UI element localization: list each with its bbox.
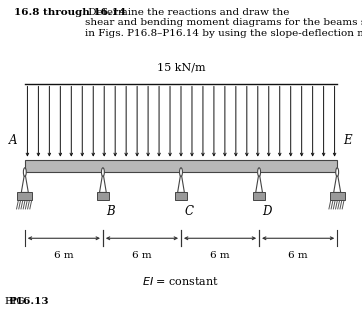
Text: 15 kN/m: 15 kN/m: [157, 63, 205, 73]
Text: 6 m: 6 m: [132, 251, 152, 260]
Text: 16.8 through 16.14: 16.8 through 16.14: [14, 8, 126, 17]
Polygon shape: [21, 172, 28, 192]
Text: 6 m: 6 m: [54, 251, 74, 260]
Circle shape: [336, 168, 338, 176]
FancyBboxPatch shape: [17, 192, 32, 200]
Polygon shape: [256, 172, 262, 192]
Text: E: E: [343, 134, 352, 147]
Text: A: A: [9, 134, 18, 147]
Polygon shape: [334, 172, 341, 192]
Text: $EI$ = constant: $EI$ = constant: [142, 276, 220, 288]
Text: Determine the reactions and draw the
shear and bending moment diagrams for the b: Determine the reactions and draw the she…: [85, 8, 362, 38]
Polygon shape: [100, 172, 106, 192]
Text: 6 m: 6 m: [210, 251, 230, 260]
Circle shape: [24, 168, 26, 176]
FancyBboxPatch shape: [97, 192, 109, 199]
Circle shape: [101, 168, 104, 176]
FancyBboxPatch shape: [175, 192, 187, 199]
FancyBboxPatch shape: [253, 192, 265, 199]
Circle shape: [180, 168, 182, 176]
Text: B: B: [106, 205, 115, 218]
Circle shape: [258, 168, 261, 176]
Polygon shape: [178, 172, 184, 192]
FancyBboxPatch shape: [25, 160, 337, 172]
FancyBboxPatch shape: [330, 192, 345, 200]
Text: FIG.: FIG.: [5, 297, 31, 306]
Text: C: C: [184, 205, 193, 218]
Text: P16.13: P16.13: [9, 297, 49, 306]
Text: D: D: [262, 205, 272, 218]
Text: 6 m: 6 m: [288, 251, 308, 260]
